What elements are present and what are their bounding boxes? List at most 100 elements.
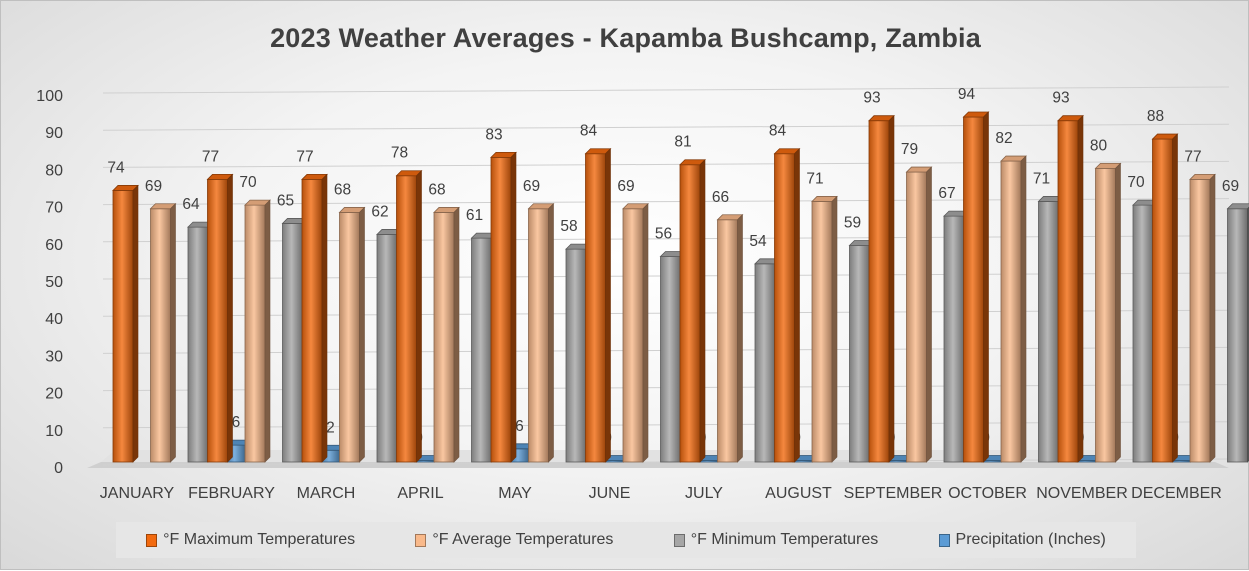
bar-side-avg [1210, 174, 1215, 462]
data-label: 67 [938, 185, 955, 202]
legend: °F Maximum Temperatures °F Average Temper… [116, 522, 1136, 558]
data-label: 77 [1184, 148, 1201, 165]
x-tick-label: MARCH [297, 485, 356, 502]
data-label: 77 [202, 148, 219, 165]
bar-min [1228, 209, 1248, 462]
bar-min [566, 249, 586, 462]
bar-avg [907, 172, 927, 462]
y-tick-label: 0 [54, 460, 63, 477]
data-label: 84 [769, 123, 787, 140]
x-tick-label: JANUARY [100, 485, 175, 502]
data-label: 66 [712, 189, 729, 206]
x-tick-label: JULY [685, 485, 723, 502]
bar-avg [812, 201, 832, 462]
bar-side-avg [1021, 156, 1026, 462]
bar-min [472, 238, 492, 462]
y-tick-label: 80 [45, 162, 63, 179]
chart-floor [87, 462, 1229, 468]
bar-min [1039, 201, 1059, 462]
bar-side-max [984, 112, 989, 462]
legend-swatch [674, 534, 685, 547]
data-label: 54 [749, 233, 767, 250]
bar-max [964, 117, 984, 462]
y-tick-label: 50 [45, 274, 63, 291]
data-label: 77 [296, 148, 313, 165]
data-label: 68 [334, 181, 351, 198]
bar-side-max [889, 116, 894, 462]
data-label: 79 [901, 141, 918, 158]
x-tick-label: JUNE [589, 485, 631, 502]
bar-side-max [133, 185, 138, 462]
bar-side-avg [738, 215, 743, 462]
bar-min [283, 223, 303, 462]
x-tick-label: AUGUST [765, 485, 832, 502]
bar-avg [245, 205, 265, 462]
bar-min [188, 227, 208, 462]
bar-max [1153, 139, 1173, 462]
legend-label: °F Average Temperatures [432, 531, 613, 549]
data-label: 62 [371, 203, 388, 220]
legend-swatch [415, 534, 426, 547]
x-tick-label: NOVEMBER [1036, 485, 1128, 502]
y-tick-label: 100 [36, 88, 63, 105]
bar-max [869, 121, 889, 462]
data-label: 65 [277, 192, 294, 209]
legend-item-max: °F Maximum Temperatures [146, 531, 355, 549]
bar-side-max [417, 171, 422, 462]
data-label: 69 [145, 178, 162, 195]
x-tick-label: APRIL [397, 485, 443, 502]
data-label: 69 [523, 178, 540, 195]
bar-avg [1001, 161, 1021, 462]
bar-avg [529, 209, 549, 462]
x-tick-label: SEPTEMBER [844, 485, 943, 502]
data-label: 58 [560, 218, 577, 235]
legend-label: °F Minimum Temperatures [691, 531, 878, 549]
y-tick-label: 60 [45, 237, 63, 254]
legend-item-min: °F Minimum Temperatures [674, 531, 878, 549]
bar-side-max [606, 149, 611, 462]
data-label: 84 [580, 123, 598, 140]
data-label: 69 [617, 178, 634, 195]
bar-min [944, 216, 964, 462]
bar-top-min [1228, 204, 1249, 209]
data-label: 80 [1090, 137, 1108, 154]
bar-max [208, 179, 228, 462]
bar-side-max [1078, 116, 1083, 462]
bar-side-max [228, 174, 233, 462]
data-label: 68 [428, 181, 445, 198]
legend-item-precip: Precipitation (Inches) [939, 531, 1106, 549]
bar-side-avg [265, 200, 270, 462]
legend-swatch [939, 534, 950, 547]
x-tick-label: OCTOBER [948, 485, 1027, 502]
data-label: 71 [806, 170, 823, 187]
data-label: 61 [466, 207, 483, 224]
legend-label: Precipitation (Inches) [956, 531, 1106, 549]
y-tick-label: 30 [45, 348, 63, 365]
bar-avg [151, 209, 171, 462]
legend-swatch [146, 534, 157, 547]
y-tick-label: 10 [45, 423, 63, 440]
bar-avg [1190, 179, 1210, 462]
data-label: 71 [1033, 170, 1050, 187]
data-label: 56 [655, 225, 672, 242]
bar-side-avg [549, 204, 554, 462]
bar-avg [623, 209, 643, 462]
data-label: 64 [182, 196, 200, 213]
y-tick-label: 90 [45, 125, 63, 142]
bar-min [377, 234, 397, 462]
bar-max [397, 176, 417, 462]
x-tick-label: FEBRUARY [188, 485, 275, 502]
bar-side-avg [643, 204, 648, 462]
y-tick-label: 40 [45, 311, 63, 328]
data-label: 94 [958, 86, 976, 103]
bar-min [850, 245, 870, 462]
bar-avg [340, 212, 360, 462]
data-label: 83 [485, 126, 502, 143]
y-tick-label: 20 [45, 386, 63, 403]
bar-side-avg [1116, 163, 1121, 462]
bar-avg [718, 220, 738, 462]
data-label: 93 [1052, 90, 1069, 107]
data-label: 74 [107, 159, 125, 176]
